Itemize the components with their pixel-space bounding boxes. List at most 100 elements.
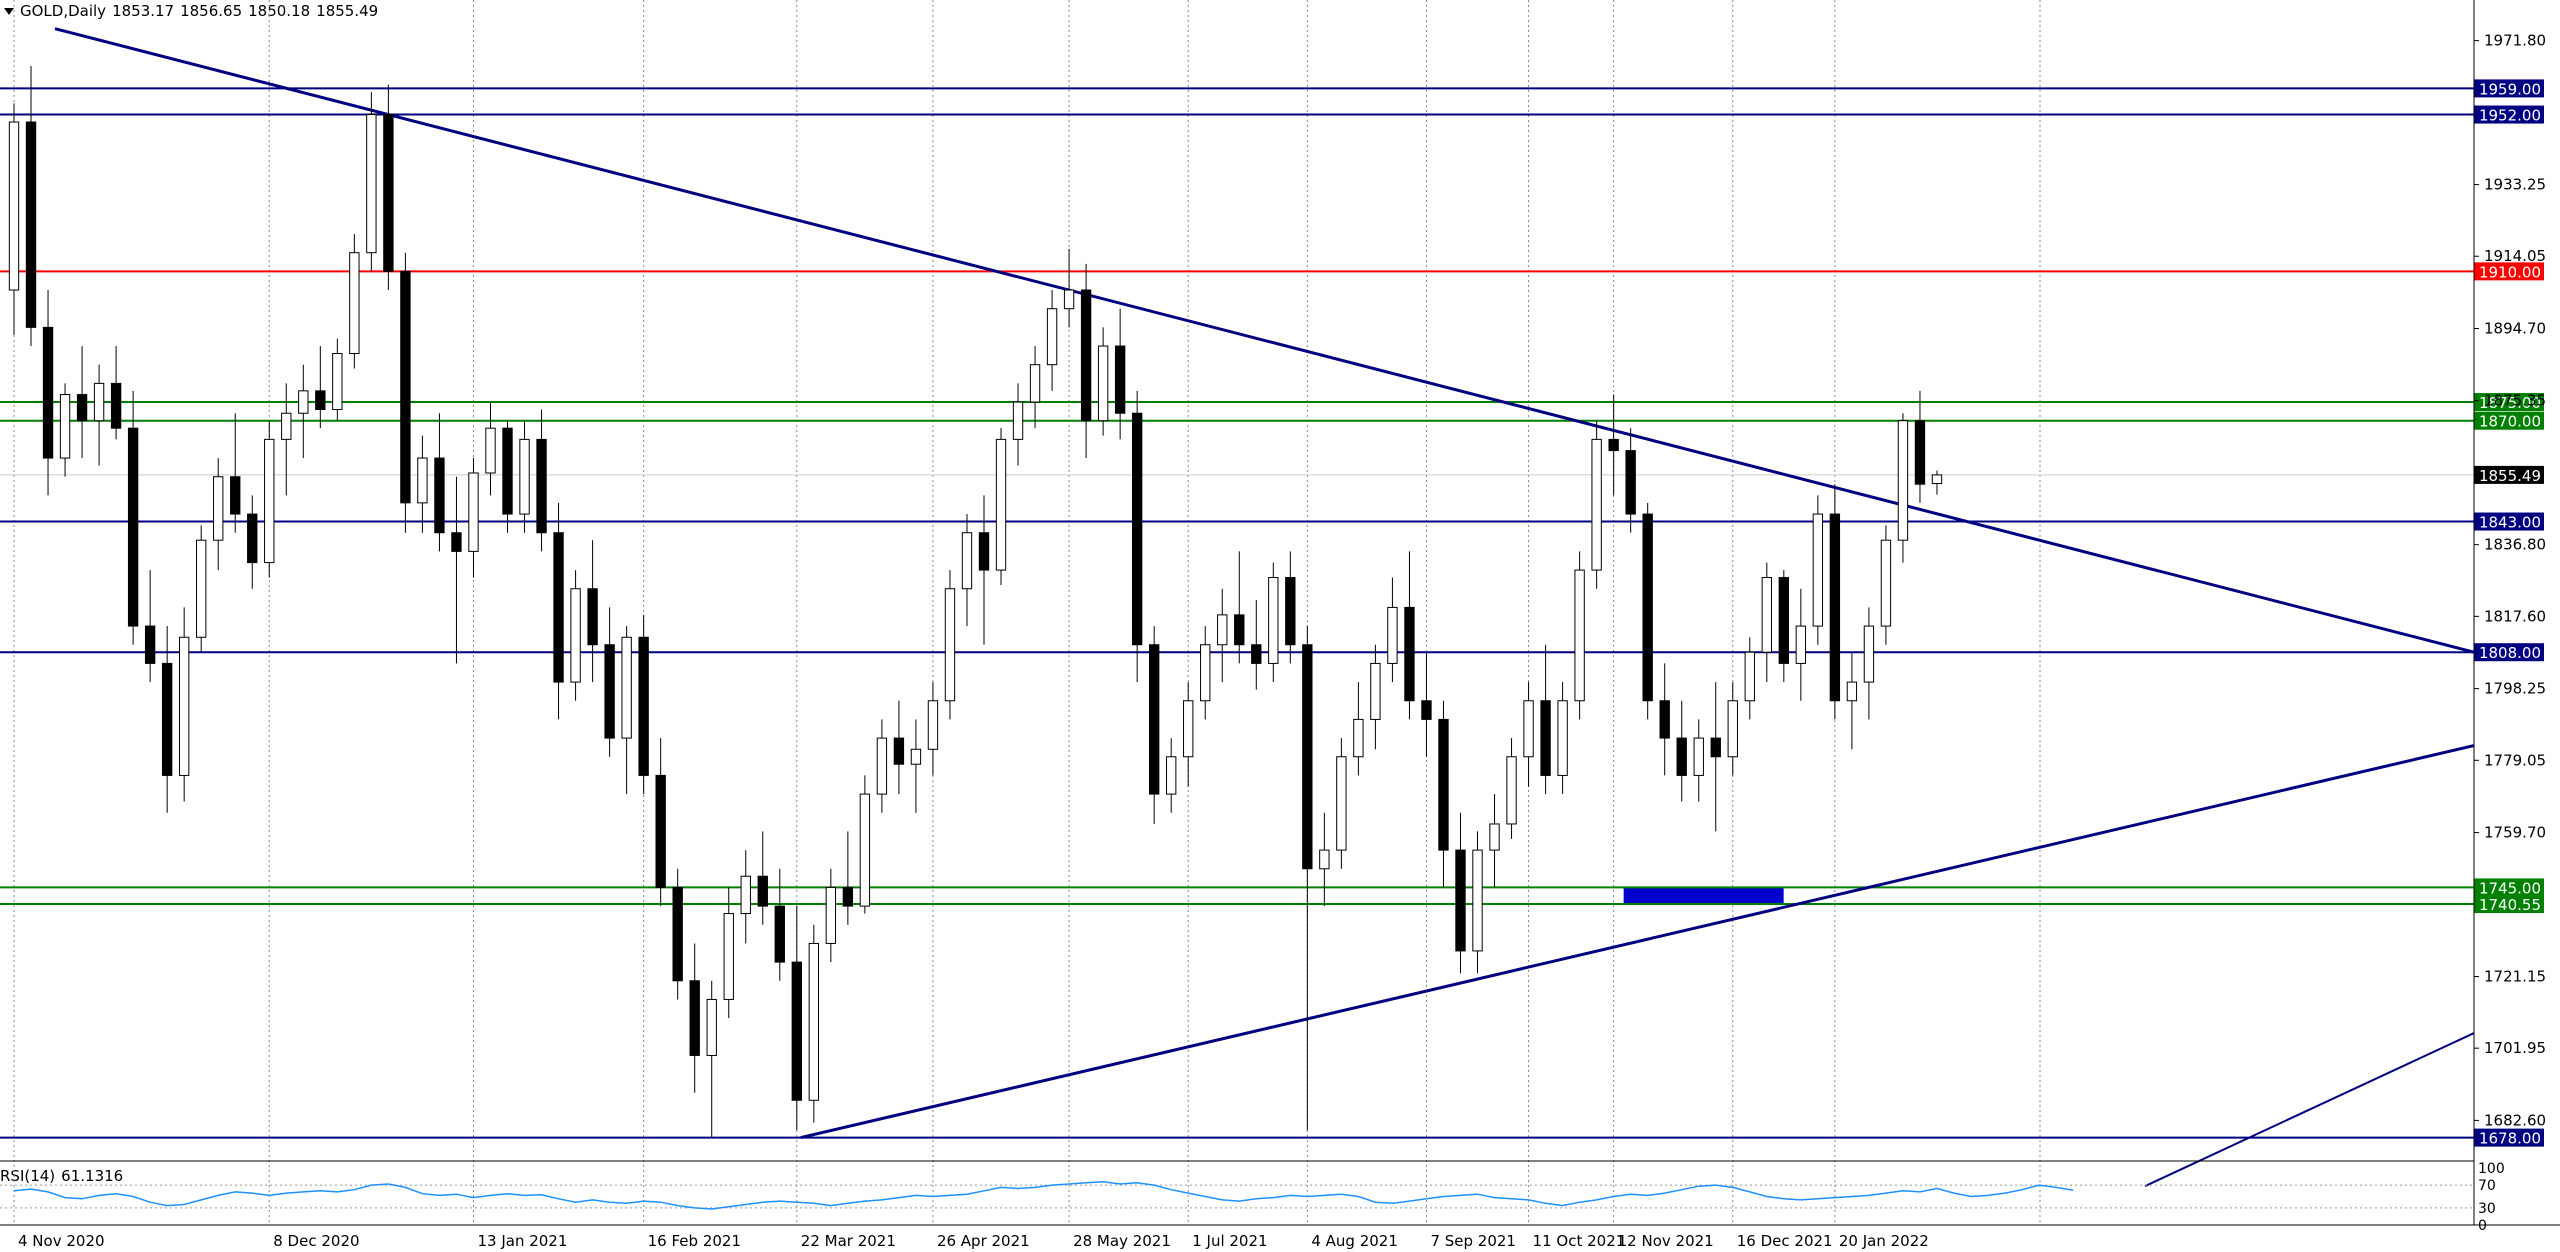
date-tick-label: 13 Jan 2021 xyxy=(477,1232,567,1250)
candle-body xyxy=(247,513,258,564)
candle-body xyxy=(1506,756,1517,825)
support-zone xyxy=(1623,887,1784,905)
candle-body xyxy=(774,905,785,963)
date-tick-label: 1 Jul 2021 xyxy=(1192,1232,1267,1250)
candle-body xyxy=(1676,737,1687,776)
date-tick-label: 11 Oct 2021 xyxy=(1533,1232,1626,1250)
candle-body xyxy=(1829,513,1841,702)
level-label-box xyxy=(2474,895,2544,914)
candle-body xyxy=(1012,401,1024,440)
candle-body xyxy=(1131,412,1143,646)
candle-body xyxy=(672,886,683,982)
candle-body xyxy=(298,390,309,414)
candle-body xyxy=(1251,644,1262,664)
candle-body xyxy=(1625,450,1636,515)
candle-body xyxy=(1540,700,1551,776)
date-tick-label: 4 Nov 2020 xyxy=(18,1232,105,1250)
candle-body xyxy=(1863,625,1875,683)
candle-body xyxy=(1472,849,1483,952)
close-value: 1855.49 xyxy=(316,2,379,20)
candle-body xyxy=(1574,569,1585,702)
candle-body xyxy=(485,427,496,474)
candle-body xyxy=(1659,700,1670,739)
candle-body xyxy=(740,875,751,915)
candle-body xyxy=(706,998,717,1056)
candle-body xyxy=(1353,718,1364,758)
candle-body xyxy=(978,532,990,571)
candle-body xyxy=(1795,625,1807,664)
level-label: 1740.55 xyxy=(2479,896,2541,914)
open-value: 1853.17 xyxy=(112,2,175,20)
last-price-label: 1855.49 xyxy=(2479,467,2541,485)
symbol-label: GOLD,Daily xyxy=(20,2,107,20)
candle-body xyxy=(281,412,292,440)
candle-body xyxy=(178,636,190,776)
trendlines xyxy=(54,27,2475,1188)
level-label-box xyxy=(2474,262,2544,281)
rsi-level-label: 30 xyxy=(2478,1201,2496,1217)
axis-tick-label: 1817.60 xyxy=(2484,607,2546,625)
candle-body xyxy=(451,532,462,552)
rsi-level-label: 70 xyxy=(2478,1178,2496,1194)
level-label: 1808.00 xyxy=(2479,644,2541,662)
candle-body xyxy=(638,636,649,776)
trendline-resistance xyxy=(54,27,2475,654)
candle-body xyxy=(1438,718,1449,851)
candle-body xyxy=(1319,849,1330,870)
candle-body xyxy=(1591,438,1602,571)
candle-body xyxy=(110,382,122,429)
date-tick-label: 20 Jan 2022 xyxy=(1839,1232,1929,1250)
candle-body xyxy=(1727,700,1738,758)
candle-body xyxy=(536,438,547,534)
trendline-support xyxy=(800,744,2475,1140)
candle-body xyxy=(59,394,71,459)
axis-tick-label: 1682.60 xyxy=(2484,1111,2546,1129)
candle-body xyxy=(757,875,768,907)
candle-body xyxy=(587,588,598,646)
date-tick-label: 12 Nov 2021 xyxy=(1618,1232,1714,1250)
date-tick-label: 26 Apr 2021 xyxy=(937,1232,1030,1250)
candle-body xyxy=(1029,364,1041,403)
level-label: 1870.00 xyxy=(2479,413,2541,431)
candle-body xyxy=(144,625,156,664)
candle-body xyxy=(196,539,207,638)
axis-tick-label: 1798.25 xyxy=(2484,680,2546,698)
candle-body xyxy=(723,913,734,1000)
date-tick-label: 8 Dec 2020 xyxy=(273,1232,359,1250)
candle-body xyxy=(1268,577,1279,664)
level-label: 1745.00 xyxy=(2479,879,2541,897)
candle-body xyxy=(434,457,445,534)
candle-body xyxy=(1846,681,1858,702)
level-label-box xyxy=(2474,878,2544,897)
axis-tick-label: 1701.95 xyxy=(2484,1039,2546,1057)
date-tick-label: 16 Feb 2021 xyxy=(648,1232,741,1250)
candles xyxy=(8,66,1943,1138)
level-label: 1843.00 xyxy=(2479,514,2541,532)
level-label: 1875.00 xyxy=(2479,394,2541,412)
candle-body xyxy=(127,427,139,627)
candle-body xyxy=(1812,513,1824,627)
candle-body xyxy=(1608,438,1619,452)
axis-tick-label: 1779.05 xyxy=(2484,751,2546,769)
candle-body xyxy=(1148,644,1160,795)
candle-body xyxy=(927,700,939,750)
candle-body xyxy=(1302,644,1313,870)
candle-body xyxy=(553,532,564,683)
candle-body xyxy=(910,748,922,765)
candle-body xyxy=(400,270,411,504)
candle-body xyxy=(161,662,173,776)
axis-tick-label: 1721.15 xyxy=(2484,967,2546,985)
menu-triangle-icon[interactable] xyxy=(4,8,14,15)
high-value: 1856.65 xyxy=(180,2,243,20)
rsi-level-label: 0 xyxy=(2478,1218,2487,1234)
candle-body xyxy=(825,886,837,944)
level-label: 1952.00 xyxy=(2479,107,2541,125)
candle-body xyxy=(1234,614,1245,646)
candle-body xyxy=(383,114,394,272)
level-label-box xyxy=(2474,393,2544,412)
candle-body xyxy=(1080,289,1092,422)
low-value: 1850.18 xyxy=(248,2,311,20)
date-tick-label: 16 Dec 2021 xyxy=(1737,1232,1833,1250)
candle-body xyxy=(468,472,479,552)
